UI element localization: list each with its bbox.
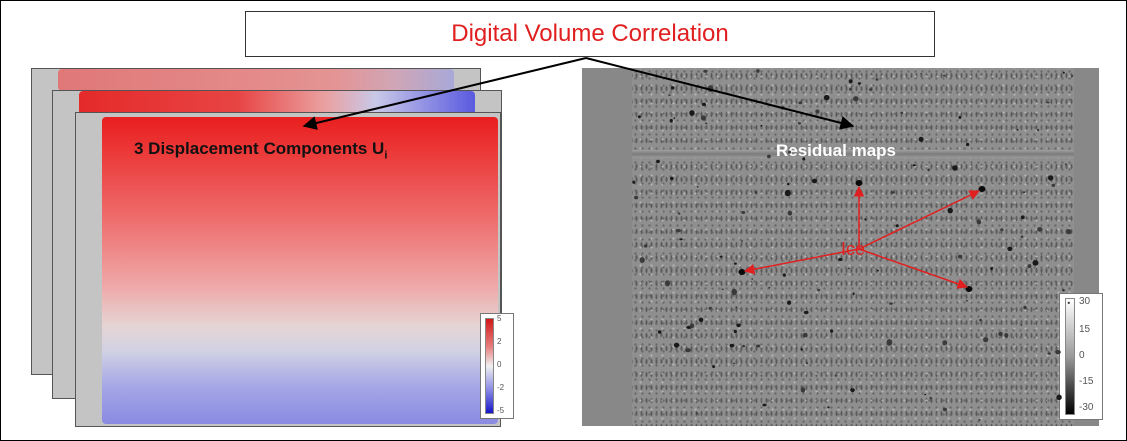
ice-label: Ice (841, 239, 866, 259)
displacement-label: 3 Displacement Components Ui (134, 139, 387, 161)
residual-colorbar-gradient (1065, 298, 1075, 415)
displacement-field-front (102, 117, 498, 424)
title-text: Digital Volume Correlation (451, 20, 729, 47)
residual-tick: -15 (1079, 376, 1094, 387)
displacement-label-text: 3 Displacement Components U (134, 139, 385, 158)
residual-tick: 15 (1079, 324, 1091, 335)
residual-map-texture (632, 68, 1074, 426)
displacement-colorbar: 5 2 0 -2 -5 (480, 313, 514, 419)
displacement-colorbar-gradient (485, 318, 494, 414)
residual-map-band (632, 150, 1074, 158)
displacement-tick: 2 (497, 337, 502, 346)
residual-map-left-margin (582, 68, 632, 426)
displacement-tick: 0 (497, 360, 502, 369)
residual-tick: 0 (1079, 350, 1085, 361)
displacement-label-subscript: i (384, 149, 388, 162)
displacement-tick: -2 (497, 383, 505, 392)
residual-tick: 30 (1079, 296, 1091, 307)
displacement-field-back (58, 69, 454, 91)
residual-tick: -30 (1079, 402, 1094, 413)
displacement-map-front (75, 112, 501, 427)
residual-colorbar: 30 15 0 -15 -30 (1059, 293, 1103, 420)
residual-label: Residual maps (776, 141, 896, 160)
displacement-tick: 5 (497, 314, 502, 323)
title-box: Digital Volume Correlation (245, 11, 935, 57)
displacement-tick: -5 (497, 406, 505, 415)
